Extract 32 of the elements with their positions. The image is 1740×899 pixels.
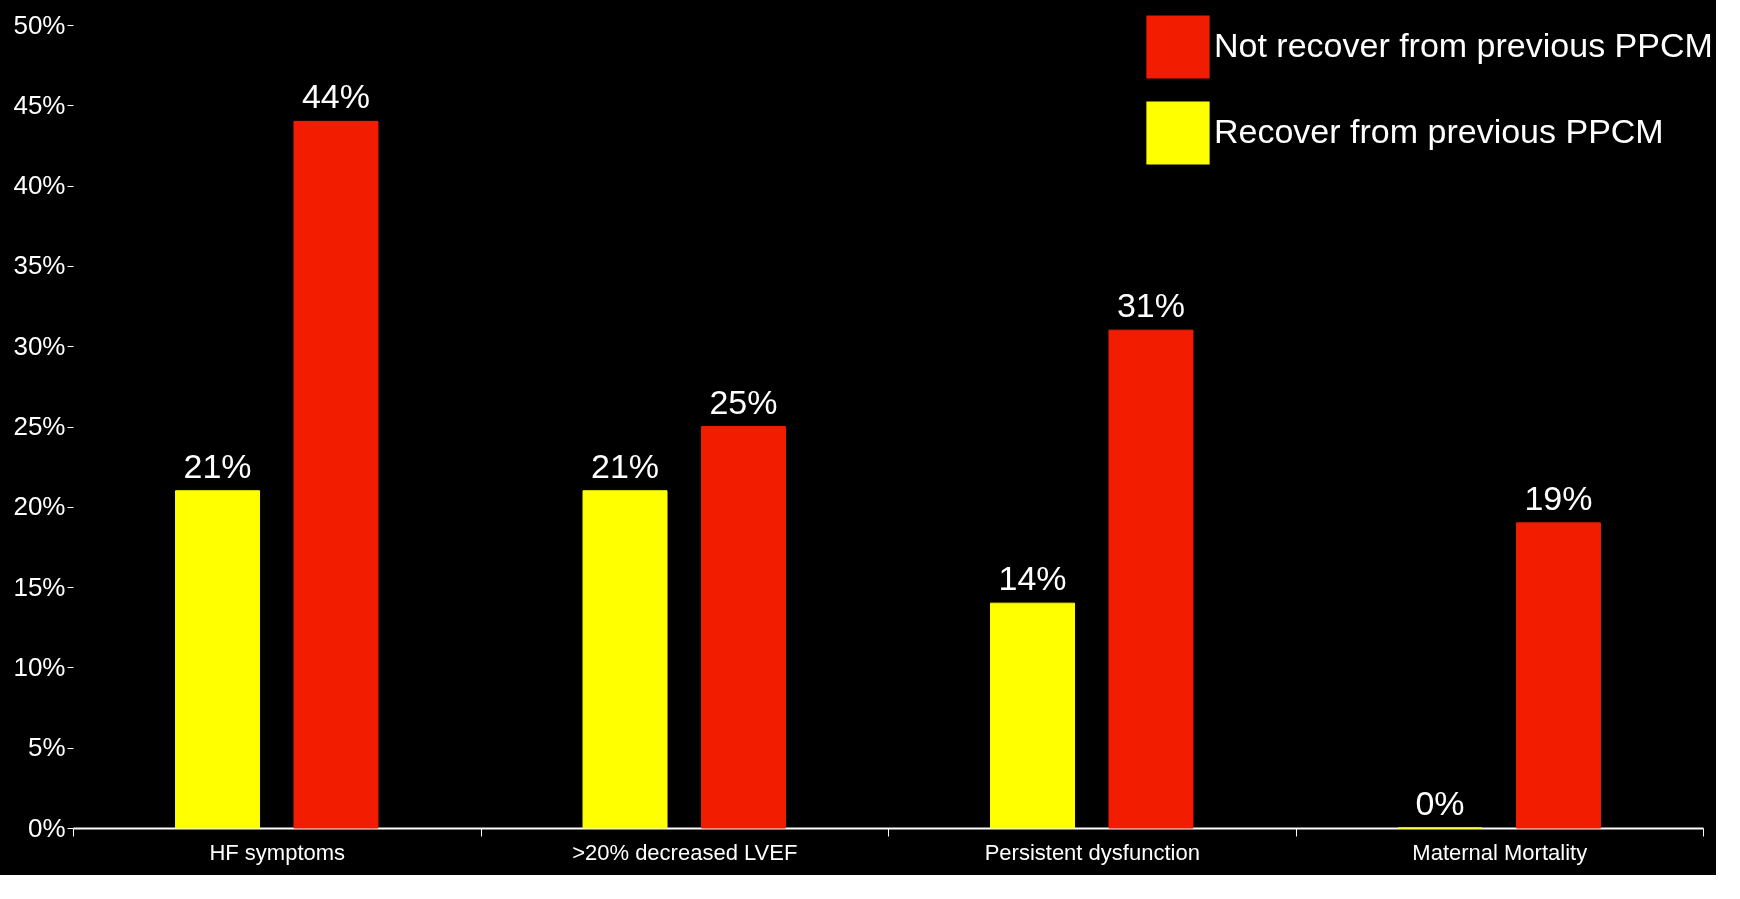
- data-label: 0%: [1415, 784, 1465, 822]
- y-tick-label: 40%: [13, 170, 66, 201]
- bar: [700, 426, 786, 829]
- x-tick-label: HF symptoms: [209, 839, 346, 865]
- bar: [990, 602, 1076, 829]
- y-tick-label: 10%: [13, 651, 66, 682]
- x-tick-label: Maternal Mortality: [1412, 839, 1588, 865]
- y-tick-label: 50%: [13, 9, 66, 40]
- x-tick-label: >20% decreased LVEF: [572, 839, 798, 865]
- data-label: 21%: [590, 446, 660, 485]
- y-tick-label: 20%: [13, 491, 66, 522]
- y-tick-label: 45%: [13, 89, 66, 120]
- bar: [582, 490, 668, 829]
- legend-label: Recover from previous PPCM: [1214, 112, 1664, 150]
- y-tick-label: 30%: [13, 330, 66, 361]
- data-label: 31%: [1116, 286, 1186, 325]
- bar: [1108, 329, 1194, 829]
- x-tick-label: Persistent dysfunction: [984, 839, 1200, 865]
- y-tick-label: 35%: [13, 250, 66, 281]
- bar: [1515, 522, 1601, 829]
- bar: [293, 120, 379, 829]
- data-label: 19%: [1524, 478, 1593, 517]
- data-label: 21%: [183, 446, 252, 485]
- data-label: 25%: [709, 382, 778, 421]
- legend-label: Not recover from previous PPCM: [1214, 26, 1713, 64]
- y-tick-label: 0%: [27, 812, 66, 843]
- data-label: 14%: [998, 559, 1067, 598]
- bar: [175, 490, 261, 829]
- y-tick-label: 5%: [27, 732, 66, 763]
- y-tick-label: 15%: [13, 571, 66, 602]
- y-tick-label: 25%: [13, 411, 66, 441]
- data-label: 44%: [301, 77, 371, 116]
